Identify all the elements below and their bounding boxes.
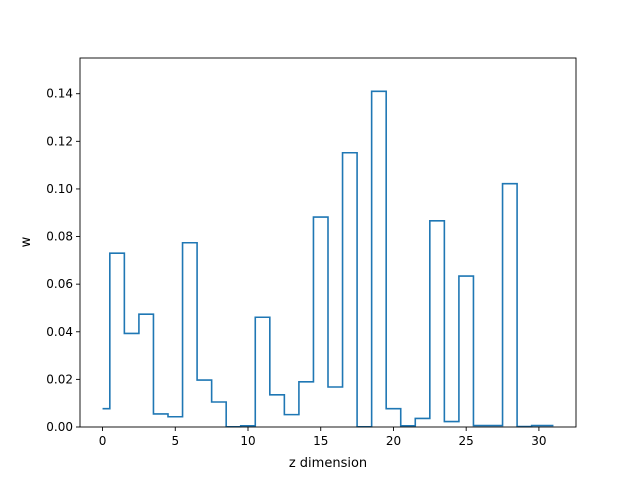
y-tick-label: 0.02 <box>46 372 73 386</box>
x-tick-label: 0 <box>99 434 107 448</box>
y-tick-label: 0.06 <box>46 277 73 291</box>
axes-frame <box>79 57 577 428</box>
y-tick-label: 0.14 <box>46 87 73 101</box>
x-tick-label: 10 <box>240 434 255 448</box>
x-tick-label: 20 <box>386 434 401 448</box>
y-axis: 0.00 0.02 0.04 0.06 0.08 0.10 0.12 0.14 <box>46 87 80 434</box>
y-tick-label: 0.12 <box>46 134 73 148</box>
y-tick-label: 0.04 <box>46 325 73 339</box>
y-tick-label: 0.00 <box>46 420 73 434</box>
y-tick-label: 0.10 <box>46 182 73 196</box>
y-axis-label: w <box>19 236 34 247</box>
x-axis: 0 5 10 15 20 25 30 <box>99 427 547 448</box>
x-axis-label: z dimension <box>289 456 367 471</box>
x-tick-label: 25 <box>459 434 474 448</box>
y-tick-label: 0.08 <box>46 230 73 244</box>
x-tick-label: 30 <box>531 434 546 448</box>
x-tick-label: 5 <box>171 434 179 448</box>
series-layer <box>102 90 554 428</box>
series-line-w <box>102 90 554 428</box>
x-tick-label: 15 <box>313 434 328 448</box>
